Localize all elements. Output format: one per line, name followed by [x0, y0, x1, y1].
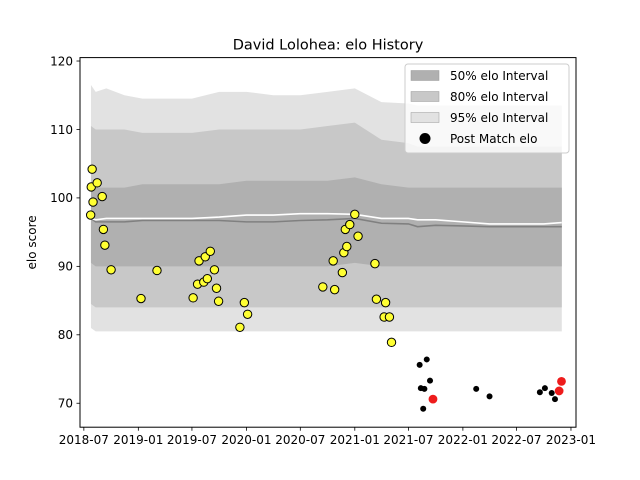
post-match-point	[386, 337, 397, 348]
band-50	[90, 177, 562, 267]
post-match-point	[92, 178, 102, 188]
post-match-point	[97, 191, 107, 202]
recent-match-point	[421, 385, 428, 392]
post-match-point	[211, 283, 222, 293]
y-tick-label: 100	[50, 191, 73, 205]
y-axis-title: elo score	[25, 215, 39, 269]
post-match-point	[345, 219, 355, 230]
post-match-point	[235, 322, 245, 332]
y-tick-label: 110	[50, 123, 73, 137]
recent-match-point	[416, 361, 423, 368]
post-match-point	[328, 256, 338, 266]
mean-line	[90, 217, 562, 228]
post-match-point	[87, 164, 97, 174]
post-match-point	[188, 293, 198, 303]
post-match-point	[136, 293, 146, 304]
y-tick-label: 90	[58, 260, 73, 274]
post-match-point	[242, 309, 253, 319]
post-match-point	[239, 297, 250, 308]
post-match-point	[213, 296, 224, 306]
legend-swatch	[410, 112, 440, 123]
x-tick-label: 2019-01	[113, 433, 163, 447]
recent-match-point	[423, 356, 430, 363]
post-match-points	[85, 164, 566, 412]
post-match-point	[106, 265, 116, 275]
post-match-point	[329, 284, 340, 295]
y-tick-label: 120	[50, 54, 73, 68]
y-tick-label: 70	[58, 397, 73, 411]
median-line	[90, 212, 562, 225]
legend-marker	[419, 133, 431, 144]
post-match-point	[98, 224, 109, 235]
recent-match-point	[420, 405, 427, 412]
x-tick-label: 2020-01	[221, 433, 271, 447]
legend-label: 80% elo Interval	[450, 90, 548, 104]
post-match-point	[100, 240, 110, 250]
x-axis-ticks: 2018-07 2019-01 2019-07 2020-01 2020-07 2021-…	[59, 427, 596, 447]
x-tick-label: 2021-07	[383, 433, 433, 447]
recent-match-point	[486, 393, 493, 400]
x-tick-label: 2019-07	[167, 433, 217, 447]
y-axis-ticks: 70 80 90 100 110 120	[50, 54, 80, 411]
legend-box	[404, 63, 570, 154]
recent-match-point	[541, 385, 548, 392]
post-match-point	[380, 297, 391, 308]
recent-match-point	[551, 396, 558, 403]
recent-match-point	[536, 389, 543, 396]
post-match-point	[350, 209, 360, 220]
x-tick-label: 2021-01	[330, 433, 380, 447]
interval-lines	[90, 212, 562, 228]
legend: 50% elo Interval 80% elo Interval 95% elo …	[404, 63, 570, 154]
y-tick-label: 80	[58, 328, 73, 342]
post-match-point	[202, 273, 213, 284]
plot-frame	[79, 57, 577, 428]
recent-match-point	[473, 385, 480, 392]
post-match-point	[371, 294, 382, 304]
post-match-point	[209, 265, 220, 275]
legend-label: Post Match elo	[450, 132, 537, 146]
x-tick-label: 2020-07	[275, 433, 325, 447]
post-match-point	[370, 258, 380, 269]
highlight-match-point	[554, 386, 564, 396]
legend-label: 50% elo Interval	[450, 69, 548, 83]
post-match-point	[342, 241, 352, 252]
post-match-point	[205, 246, 215, 256]
legend-swatch	[410, 91, 440, 102]
post-match-point	[85, 210, 96, 220]
highlight-match-point	[428, 394, 438, 404]
post-match-point	[318, 282, 328, 292]
post-match-point	[337, 267, 348, 278]
legend-swatch	[410, 70, 440, 81]
post-match-point	[384, 312, 395, 322]
post-match-point	[152, 265, 162, 276]
recent-match-point	[548, 389, 555, 396]
x-tick-label: 2022-01	[438, 433, 488, 447]
highlight-match-point	[557, 376, 566, 386]
post-match-point	[353, 231, 363, 241]
post-match-point	[88, 197, 98, 207]
legend-label: 95% elo Interval	[450, 111, 548, 125]
x-tick-label: 2023-01	[546, 433, 596, 447]
chart-title: David Lolohea: elo History	[233, 38, 424, 54]
recent-match-point	[427, 377, 434, 384]
x-tick-label: 2022-07	[491, 433, 541, 447]
x-tick-label: 2018-07	[59, 433, 109, 447]
